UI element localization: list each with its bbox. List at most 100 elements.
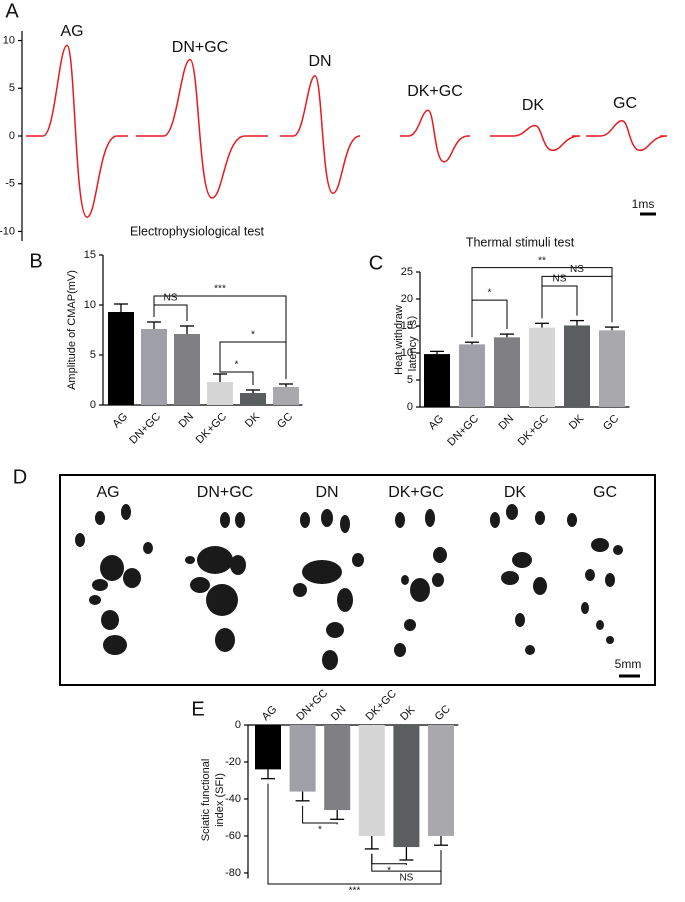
- footprint: [425, 509, 435, 527]
- y-tick-label: 10: [401, 347, 413, 359]
- image-label: AG: [96, 484, 119, 501]
- y-tick-label: 0: [407, 401, 413, 413]
- y-axis-label: latency（s）: [406, 309, 419, 371]
- bar: [240, 393, 266, 405]
- bar: [393, 725, 420, 848]
- y-axis-label: Sciatic functional: [200, 759, 212, 842]
- x-tick-label: GC: [275, 411, 295, 431]
- wave-label: DK+GC: [407, 83, 463, 100]
- footprint: [613, 545, 623, 555]
- significance-label: NS: [553, 274, 567, 285]
- footprint: [585, 569, 595, 581]
- significance-label: NS: [399, 873, 413, 884]
- footprint: [215, 628, 235, 652]
- x-tick-label: GC: [433, 703, 453, 723]
- y-tick-label: 5: [407, 374, 413, 386]
- footprint: [95, 511, 105, 525]
- y-tick-label: 15: [401, 320, 413, 332]
- bar: [599, 330, 625, 407]
- waveform: [490, 124, 581, 152]
- bar: [529, 327, 555, 407]
- y-axis-label: index (SFI): [214, 773, 226, 827]
- footprint: [121, 504, 131, 520]
- footprint: [352, 553, 364, 567]
- wave-label: DN+GC: [172, 39, 228, 56]
- bar: [424, 354, 450, 407]
- footprint: [197, 546, 233, 574]
- wave-label: DK: [522, 97, 545, 114]
- scale-bar-label: 5mm: [615, 657, 642, 671]
- footprint: [92, 579, 108, 591]
- footprint: [337, 588, 353, 612]
- x-tick-label: DN+GC: [445, 413, 481, 449]
- waveform: [280, 75, 361, 195]
- bar: [428, 725, 454, 836]
- footprint: [101, 610, 119, 630]
- y-tick-label: -60: [225, 830, 241, 842]
- footprint: [302, 560, 342, 584]
- waveform: [586, 119, 668, 152]
- image-label: DK+GC: [388, 484, 444, 501]
- footprint: [322, 650, 338, 670]
- footprint: [394, 643, 406, 657]
- y-tick-label: 5: [9, 82, 15, 94]
- significance-label: NS: [570, 264, 584, 275]
- x-tick-label: DK+GC: [363, 688, 399, 724]
- x-tick-label: DN+GC: [127, 411, 163, 447]
- bar: [174, 334, 200, 405]
- x-tick-label: DN: [329, 703, 349, 723]
- x-tick-label: AG: [426, 413, 446, 433]
- panel-label: D: [13, 466, 27, 488]
- significance-bracket: [219, 341, 287, 379]
- footprint: [89, 595, 101, 605]
- bar: [141, 329, 167, 405]
- y-tick-label: 0: [235, 719, 241, 731]
- footprint: [525, 645, 535, 655]
- footprint: [326, 622, 344, 638]
- footprint: [432, 573, 444, 587]
- footprint: [340, 515, 350, 533]
- y-tick-label: 15: [84, 249, 96, 261]
- y-axis-label: Heat withdraw: [393, 305, 405, 375]
- image-frame: [59, 474, 656, 686]
- wave-label: AG: [60, 23, 83, 40]
- waveform: [136, 58, 268, 199]
- bar: [358, 725, 385, 836]
- footprint: [123, 568, 141, 588]
- significance-bracket: [302, 805, 338, 825]
- bar: [108, 312, 134, 405]
- panel-label: E: [191, 698, 204, 720]
- significance-label: *: [235, 360, 239, 371]
- y-tick-label: 10: [3, 34, 15, 46]
- footprint: [401, 575, 409, 585]
- y-tick-label: -40: [225, 793, 241, 805]
- significance-bracket: [153, 304, 188, 321]
- significance-label: ***: [349, 886, 361, 897]
- y-axis-label: Amplitude of CMAP(mV): [66, 270, 78, 390]
- footprint: [533, 577, 547, 595]
- footprint: [75, 533, 85, 547]
- panel-label: C: [369, 252, 383, 274]
- significance-bracket: [267, 783, 442, 885]
- chart-title: Thermal stimuli test: [466, 235, 575, 249]
- footprint: [515, 613, 525, 627]
- y-tick-label: 10: [84, 299, 96, 311]
- bar: [207, 382, 233, 405]
- significance-label: *: [488, 288, 492, 299]
- footprint: [206, 584, 238, 616]
- y-tick-label: 5: [90, 349, 96, 361]
- footprint: [395, 512, 405, 528]
- x-tick-label: GC: [601, 413, 621, 433]
- footprint: [506, 504, 518, 520]
- y-tick-label: -80: [225, 867, 241, 879]
- x-tick-label: DK: [243, 410, 263, 430]
- significance-label: *: [318, 825, 322, 836]
- y-tick-label: 0: [90, 399, 96, 411]
- y-tick-label: 25: [401, 266, 413, 278]
- footprint: [235, 512, 245, 528]
- bar: [255, 725, 281, 770]
- y-tick-label: -20: [225, 756, 241, 768]
- wave-label: GC: [613, 95, 637, 112]
- image-label: GC: [593, 484, 617, 501]
- image-label: DN: [315, 484, 338, 501]
